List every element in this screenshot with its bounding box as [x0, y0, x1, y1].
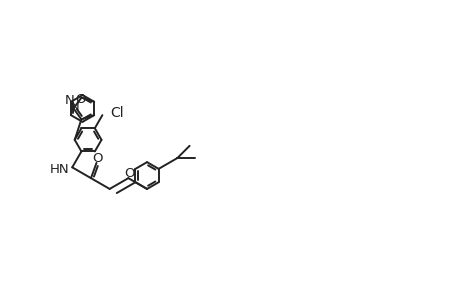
Text: O: O [75, 93, 86, 106]
Text: Cl: Cl [110, 106, 123, 121]
Text: O: O [92, 152, 102, 165]
Text: N: N [69, 100, 79, 113]
Text: HN: HN [49, 163, 69, 176]
Text: N: N [64, 94, 74, 107]
Text: O: O [123, 167, 134, 181]
